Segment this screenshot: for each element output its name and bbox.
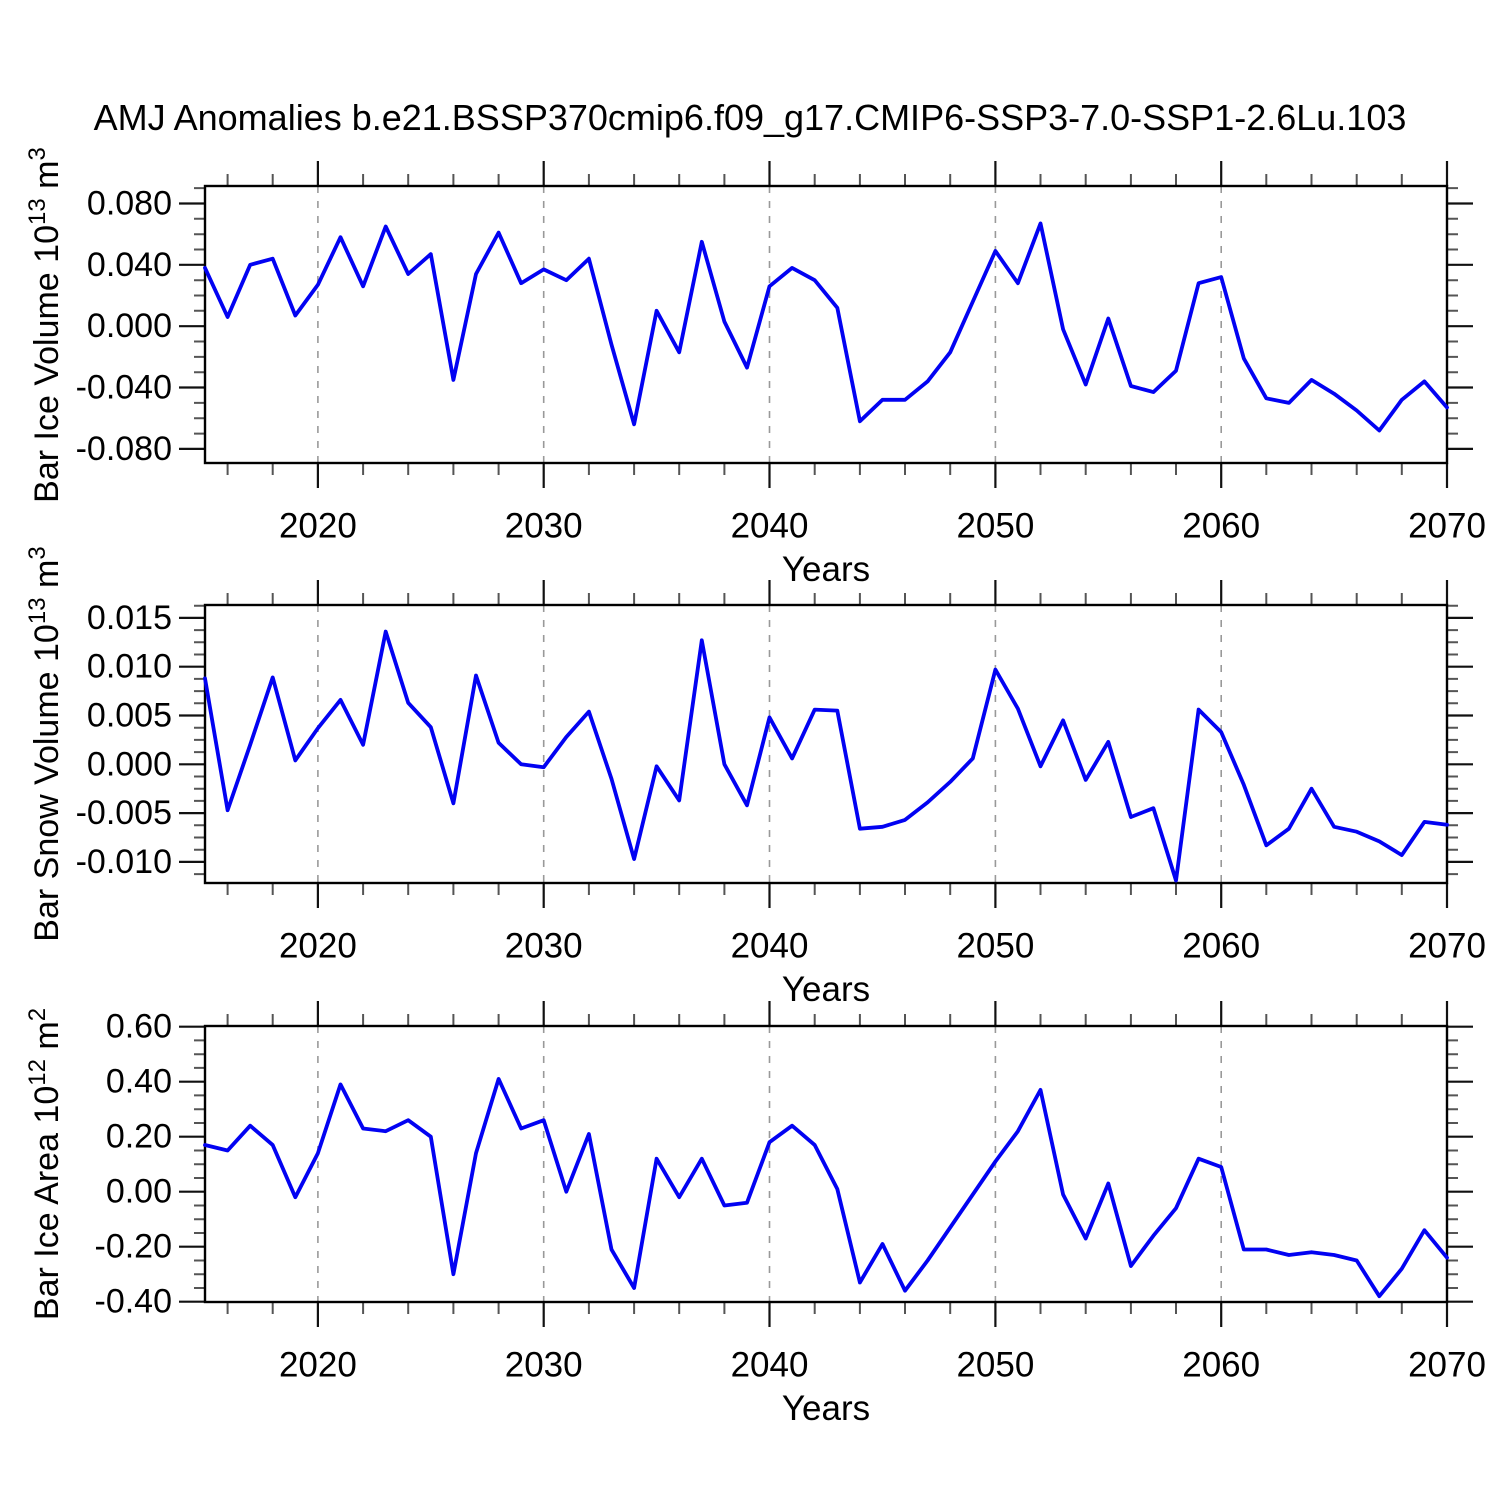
panel-ice-volume: 0.080 0.040 0.000 -0.040 -0.080 2020 2030 2040 2…	[76, 161, 1486, 546]
x-tick-label: 2020	[279, 927, 357, 966]
x-tick-label: 2070	[1408, 507, 1486, 546]
x-axis-title-panel-3: Years	[781, 1389, 871, 1428]
series-line-ice-volume	[203, 221, 1449, 433]
y-axis-title-superscript: 13	[24, 597, 51, 625]
y-tick-label: -0.010	[76, 843, 172, 881]
y-axis-title-superscript: 12	[24, 1059, 51, 1086]
plot-frame	[203, 1024, 1449, 1304]
minor-ticks	[194, 1014, 1458, 1314]
decade-gridlines	[317, 605, 1222, 883]
y-tick-label: 0.40	[106, 1063, 172, 1101]
y-axis-title-superscript: 3	[24, 146, 51, 161]
y-tick-label: 0.080	[87, 185, 172, 223]
y-tick-label: -0.080	[76, 430, 172, 468]
x-tick-label: 2030	[505, 927, 583, 966]
x-axis-title-panel-1: Years	[781, 550, 871, 589]
chart-title: AMJ Anomalies b.e21.BSSP370cmip6.f09_g17…	[93, 97, 1407, 138]
x-tick-label: 2030	[505, 507, 583, 546]
y-tick-label: 0.000	[87, 745, 172, 783]
x-tick-label: 2060	[1182, 927, 1260, 966]
y-tick-label: 0.040	[87, 246, 172, 284]
x-tick-label: 2070	[1408, 1346, 1486, 1385]
panel-snow-volume: 0.015 0.010 0.005 0.000 -0.005 -0.010 2020 2030…	[76, 580, 1486, 966]
major-ticks	[179, 161, 1473, 488]
y-tick-label: 0.60	[106, 1008, 172, 1046]
minor-ticks	[194, 593, 1458, 895]
x-tick-label: 2020	[279, 507, 357, 546]
x-tick-label: 2050	[956, 1346, 1034, 1385]
decade-gridlines	[317, 1026, 1222, 1302]
y-tick-label: -0.20	[95, 1228, 173, 1266]
y-axis-title-ice-area: Bar Ice Area 1012 m2	[16, 864, 66, 1464]
y-axis-title-text: m	[28, 1021, 66, 1060]
panel-ice-area: 0.60 0.40 0.20 0.00 -0.20 -0.40 2020 2030 2040 20…	[95, 1001, 1486, 1385]
y-tick-label: 0.015	[87, 599, 172, 637]
y-axis-title-text: Bar Ice Area 10	[28, 1085, 66, 1321]
x-tick-label: 2040	[731, 507, 809, 546]
minor-ticks	[194, 174, 1458, 475]
y-tick-label: -0.40	[95, 1283, 173, 1321]
x-tick-label: 2060	[1182, 1346, 1260, 1385]
y-tick-label: -0.040	[76, 369, 172, 407]
y-tick-label: 0.20	[106, 1118, 172, 1156]
y-axis-title-superscript: 3	[24, 546, 51, 560]
x-tick-label: 2020	[279, 1346, 357, 1385]
y-tick-label: 0.010	[87, 648, 172, 686]
series-line-snow-volume	[203, 629, 1449, 883]
y-tick-label: 0.000	[87, 307, 172, 345]
plot-frame	[203, 603, 1449, 885]
y-axis-title-text: m	[28, 559, 66, 598]
x-tick-label: 2040	[731, 1346, 809, 1385]
y-axis-title-text: m	[28, 160, 66, 198]
x-tick-label: 2050	[956, 927, 1034, 966]
y-tick-label: 0.005	[87, 697, 172, 735]
plot-frame	[203, 184, 1449, 465]
y-axis-title-superscript: 2	[24, 1007, 51, 1022]
x-tick-label: 2050	[956, 507, 1034, 546]
major-ticks	[179, 1001, 1473, 1327]
x-tick-label: 2070	[1408, 927, 1486, 966]
x-axis-title-panel-2: Years	[781, 970, 871, 1009]
y-axis-title-superscript: 13	[24, 197, 51, 225]
x-tick-label: 2040	[731, 927, 809, 966]
y-tick-label: 0.00	[106, 1173, 172, 1211]
y-tick-label: -0.005	[76, 794, 172, 832]
decade-gridlines	[317, 186, 1222, 463]
x-tick-label: 2030	[505, 1346, 583, 1385]
major-ticks	[179, 580, 1473, 908]
x-tick-label: 2060	[1182, 507, 1260, 546]
series-line-ice-area	[203, 1077, 1449, 1299]
